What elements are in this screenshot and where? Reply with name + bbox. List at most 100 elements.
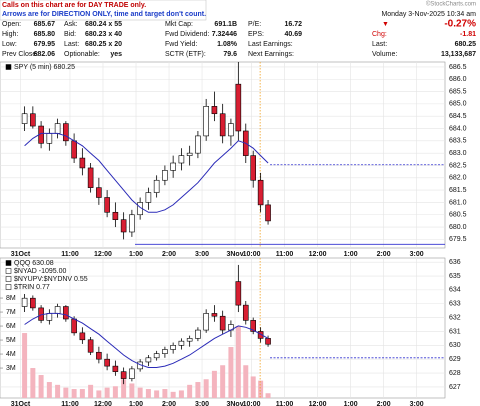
quote-label: EPS: xyxy=(248,31,264,38)
volume-bar xyxy=(145,389,151,398)
x-tick-label: 2:00 xyxy=(377,251,391,258)
quote-label: Bid: xyxy=(64,31,76,38)
quote-label: Low: xyxy=(2,41,17,48)
candle-body xyxy=(54,123,61,134)
volume-bar xyxy=(250,376,256,398)
candle-body xyxy=(219,315,226,331)
candle-body xyxy=(170,162,176,171)
quote-label: Last Earnings: xyxy=(248,41,293,48)
quote-value: 1.08% xyxy=(217,41,238,48)
volume-bar xyxy=(243,365,249,398)
x-tick-label: 11:00 xyxy=(61,401,79,406)
volume-bar xyxy=(220,365,226,398)
x-tick-label: 3:00 xyxy=(195,401,209,406)
x-tick-label: 2:00 xyxy=(162,251,176,258)
x-tick-label: 3Nov xyxy=(226,251,243,258)
candle-body xyxy=(145,357,152,363)
legend-swatch xyxy=(5,284,12,290)
volume-bar xyxy=(22,333,28,398)
y-tick-label: 680.0 xyxy=(449,224,467,231)
volume-bar xyxy=(265,393,271,398)
candle-body xyxy=(178,155,185,164)
x-tick-label: 10:00 xyxy=(243,251,261,258)
legend-swatch xyxy=(5,260,12,266)
legend-label: $NYAD -1095.00 xyxy=(14,268,67,275)
candle-body xyxy=(79,332,86,341)
candle-body xyxy=(162,349,168,354)
candle-body xyxy=(112,211,119,220)
quote-value: 680.24 x 55 xyxy=(85,21,122,28)
quote-value: 16.72 xyxy=(284,21,302,28)
candle-body xyxy=(186,152,193,156)
y2-tick-label: 8M xyxy=(6,295,16,302)
y-tick-label: 633 xyxy=(449,301,461,308)
y-tick-label: 684.0 xyxy=(449,125,467,132)
y-tick-label: 686.0 xyxy=(449,76,467,83)
x-tick-label: 1:00 xyxy=(129,401,143,406)
y-tick-label: 683.0 xyxy=(449,150,467,157)
quote-value: 680.25 x 20 xyxy=(85,41,122,48)
x-tick-label: 3:00 xyxy=(195,251,209,258)
volume-bar xyxy=(228,347,234,398)
candle-body xyxy=(186,338,193,342)
y2-tick-label: 7M xyxy=(6,309,16,316)
candle-body xyxy=(242,304,249,321)
y-tick-label: 634 xyxy=(449,287,461,294)
candle-body xyxy=(63,306,69,320)
volume-bar xyxy=(211,370,217,398)
candle-body xyxy=(178,340,185,346)
legend-label: QQQ 630.08 xyxy=(14,260,54,267)
quote-value: -0.27% xyxy=(444,19,476,30)
y-tick-label: 683.5 xyxy=(449,138,467,145)
candle-body xyxy=(129,368,135,379)
candle-body xyxy=(265,338,271,345)
y-tick-label: 627 xyxy=(449,384,461,391)
quote-value: 685.67 xyxy=(34,21,56,28)
y-tick-label: 628 xyxy=(449,370,461,377)
x-tick-label: 12:00 xyxy=(94,251,112,258)
candle-body xyxy=(71,140,77,159)
legend-swatch xyxy=(5,64,12,70)
y-tick-label: 636 xyxy=(449,259,461,266)
candle-body xyxy=(195,135,201,154)
volume-bar xyxy=(162,389,168,398)
candle-body xyxy=(228,123,234,137)
candle-body xyxy=(71,318,77,334)
quote-value: 79.6 xyxy=(223,51,237,58)
candle-body xyxy=(96,351,102,360)
y-tick-label: 679.5 xyxy=(449,236,467,243)
candle-body xyxy=(21,297,28,307)
volume-bar xyxy=(112,386,118,398)
notice: Arrows are for DIRECTION ONLY, time and … xyxy=(2,11,206,18)
x-tick-label: 3:00 xyxy=(410,401,424,406)
candle-body xyxy=(203,313,209,331)
candle-body xyxy=(96,187,102,198)
y2-tick-label: 3M xyxy=(6,365,16,372)
x-tick-label: 11:00 xyxy=(61,251,79,258)
x-tick-label: 12:00 xyxy=(94,401,112,406)
candle-body xyxy=(257,179,264,206)
y-tick-label: 629 xyxy=(449,356,461,363)
y-tick-label: 681.5 xyxy=(449,187,467,194)
x-tick-label: 31Oct xyxy=(11,251,31,258)
candle-body xyxy=(54,306,61,314)
x-tick-label: 3:00 xyxy=(410,251,424,258)
y-tick-label: 686.5 xyxy=(449,64,467,71)
legend-label: $NYUPV:$NYDNV 0.55 xyxy=(14,276,88,283)
volume-bar xyxy=(30,368,36,398)
quote-value: 13,133,687 xyxy=(441,51,476,58)
quote-value: 7.32446 xyxy=(212,31,237,38)
y2-tick-label: 4M xyxy=(6,351,16,358)
quote-value: 682.06 xyxy=(34,51,56,58)
candle-body xyxy=(46,133,53,144)
candle-body xyxy=(170,345,176,350)
candle-body xyxy=(162,170,168,181)
candle-body xyxy=(104,358,110,367)
volume-bar xyxy=(178,390,184,398)
quote-label: SCTR (ETF): xyxy=(165,51,206,58)
candle-body xyxy=(46,313,53,321)
quote-value: 691.1B xyxy=(214,21,237,28)
x-tick-label: 3Nov xyxy=(226,401,243,406)
volume-bar xyxy=(63,387,69,398)
y-tick-label: 685.0 xyxy=(449,101,467,108)
